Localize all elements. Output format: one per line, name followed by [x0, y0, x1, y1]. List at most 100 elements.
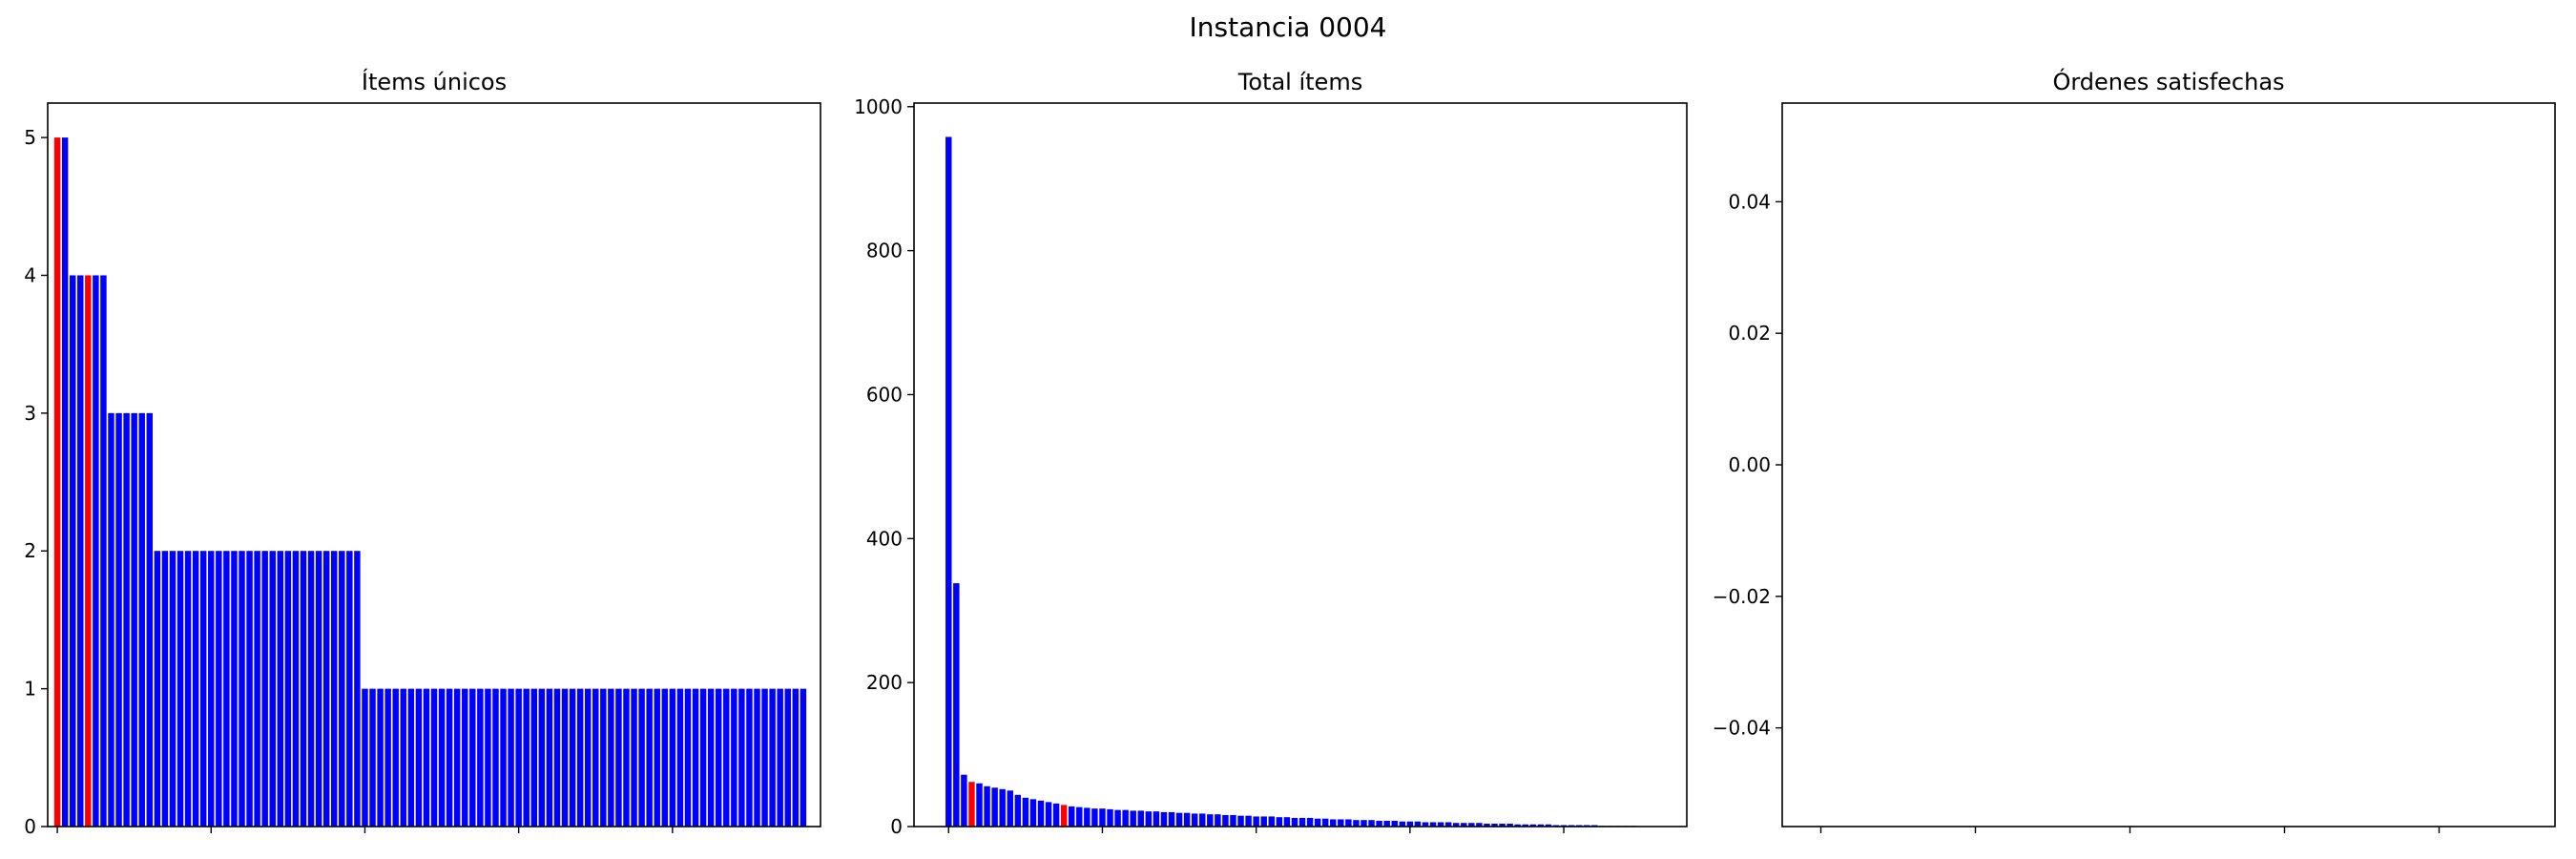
bar — [1437, 822, 1444, 827]
bar — [1444, 822, 1452, 827]
bar — [1107, 808, 1113, 827]
bar — [945, 136, 952, 828]
bar — [769, 688, 776, 827]
bar — [485, 688, 491, 827]
bar — [707, 688, 715, 827]
bar — [569, 688, 576, 827]
chart-panel-2: Total ítems 0 200 400 600 800 1000 — [854, 69, 1688, 838]
bar — [1114, 809, 1121, 827]
bar — [623, 688, 630, 827]
bar — [231, 551, 238, 827]
bar — [354, 551, 361, 827]
bar — [1368, 820, 1375, 827]
bar — [1383, 820, 1390, 827]
plot-frame — [1781, 102, 2556, 828]
bar — [530, 688, 537, 827]
bar — [1422, 822, 1429, 827]
bar — [1045, 802, 1052, 827]
bar — [1406, 821, 1414, 827]
bar — [1283, 817, 1291, 827]
bar — [192, 551, 199, 827]
figure-title: Instancia 0004 — [1189, 11, 1387, 43]
bar — [1391, 820, 1398, 827]
bar — [362, 688, 368, 827]
bar — [315, 551, 322, 827]
bar — [1276, 817, 1283, 827]
bar — [1291, 817, 1298, 827]
bar — [1298, 817, 1306, 827]
bar — [1022, 797, 1029, 827]
bar — [284, 551, 292, 827]
bar — [1076, 807, 1083, 827]
bar — [77, 275, 84, 827]
bar — [1452, 823, 1460, 827]
plot-frame — [913, 102, 1688, 828]
bar — [177, 551, 184, 827]
bar — [976, 783, 983, 827]
bar — [1376, 820, 1382, 827]
y-tick-label: 0.00 — [1728, 453, 1771, 476]
bar — [415, 688, 423, 827]
bar — [561, 688, 569, 827]
bar — [754, 688, 760, 827]
bar — [300, 551, 307, 827]
bar — [515, 688, 522, 827]
bar — [784, 688, 791, 827]
chart-panel-3: Órdenes satisfechas −0.04 −0.02 0.00 0.02 0.0… — [1713, 67, 2556, 833]
bar — [1499, 823, 1506, 827]
bar — [131, 412, 137, 827]
bar — [1491, 823, 1498, 827]
bar-highlight — [968, 782, 975, 827]
bar — [1529, 824, 1537, 827]
bar — [430, 688, 438, 827]
bar — [1476, 823, 1483, 827]
bar — [1175, 812, 1183, 827]
bar — [1468, 823, 1475, 827]
bar — [999, 788, 1006, 827]
bar — [1245, 815, 1252, 827]
bar — [239, 551, 245, 827]
bar — [1230, 814, 1236, 827]
chart-title: Total ítems — [1237, 69, 1362, 95]
bar — [322, 551, 330, 827]
bar — [600, 688, 607, 827]
bar — [669, 688, 676, 827]
y-tick-label: 3 — [24, 402, 36, 425]
y-tick-label: −0.02 — [1713, 585, 1771, 608]
bar — [1268, 816, 1275, 827]
bar — [1338, 819, 1344, 827]
bar — [1260, 816, 1267, 827]
bar — [161, 551, 169, 827]
bar — [800, 688, 807, 827]
bar — [1237, 815, 1244, 827]
bar — [377, 688, 384, 827]
y-tick-label: 400 — [866, 527, 903, 550]
bar — [492, 688, 499, 827]
bar — [1199, 813, 1206, 827]
y-tick-label: 800 — [866, 240, 903, 262]
bar — [1314, 818, 1321, 827]
bar — [738, 688, 745, 827]
bar — [984, 786, 990, 827]
y-tick-label: 1 — [24, 678, 36, 701]
bar — [746, 688, 753, 827]
bar — [1514, 824, 1521, 827]
y-tick-label: 200 — [866, 671, 903, 694]
bar — [1052, 803, 1060, 827]
bar-highlight — [1060, 805, 1068, 827]
bar — [93, 275, 99, 827]
bar — [108, 412, 114, 827]
bar — [1122, 809, 1129, 827]
y-tick-label: 1000 — [854, 95, 903, 118]
bar — [123, 412, 130, 827]
bar — [584, 688, 592, 827]
bar — [538, 688, 546, 827]
bar — [1361, 820, 1367, 827]
bar — [715, 688, 722, 827]
bar — [1461, 823, 1467, 827]
bar — [792, 688, 800, 827]
bar — [1069, 806, 1075, 827]
bar-highlight — [53, 137, 61, 828]
bar — [184, 551, 192, 827]
bar — [384, 688, 391, 827]
